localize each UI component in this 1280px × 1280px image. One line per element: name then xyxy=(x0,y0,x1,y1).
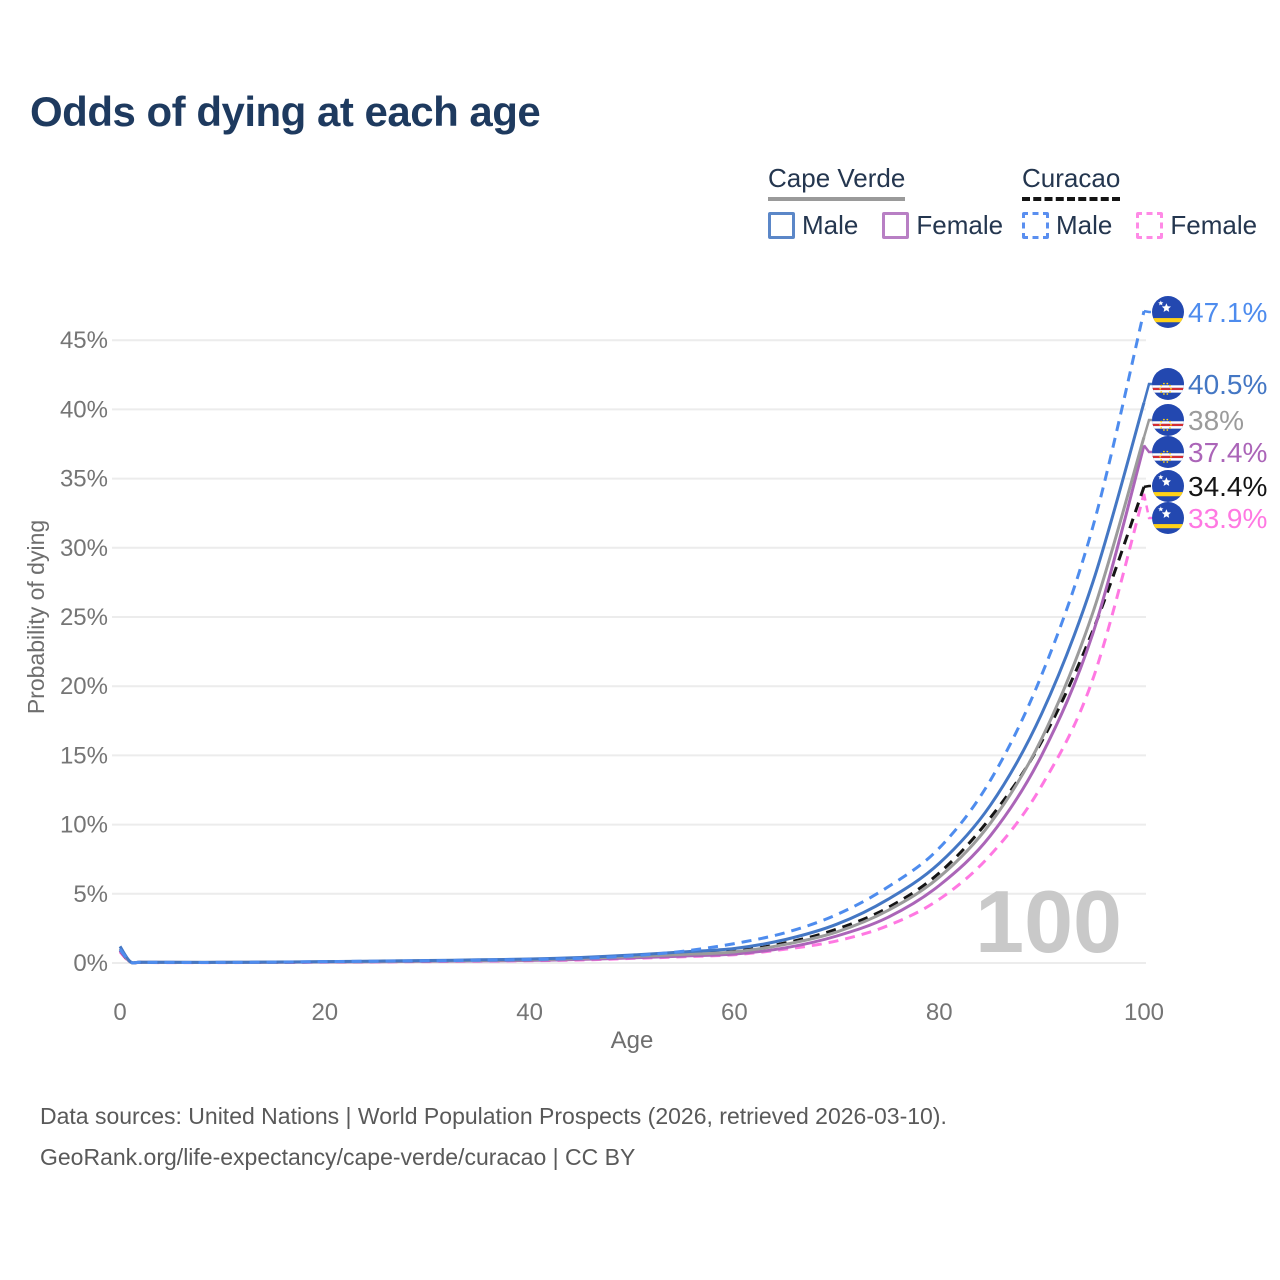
curacao-flag-icon xyxy=(1152,296,1184,328)
y-axis-title: Probability of dying xyxy=(23,520,49,714)
legend-group-curacao: Curacao Male Female xyxy=(1022,163,1280,241)
legend-swatch-cape-verde-female[interactable] xyxy=(882,212,910,239)
y-tick-label: 15% xyxy=(60,742,108,769)
source-line-1: Data sources: United Nations | World Pop… xyxy=(40,1103,947,1129)
y-tick-label: 10% xyxy=(60,812,108,839)
x-tick-label: 0 xyxy=(113,999,126,1026)
label-connector-curacao-both xyxy=(1143,484,1152,489)
y-tick-label: 0% xyxy=(73,950,108,977)
label-connector-cape-verde-female xyxy=(1143,444,1152,454)
x-tick-label: 60 xyxy=(721,999,748,1026)
cape-verde-flag-icon xyxy=(1152,404,1184,436)
y-tick-label: 5% xyxy=(73,881,108,908)
y-tick-label: 35% xyxy=(60,466,108,493)
end-value-label-curacao-both: 34.4% xyxy=(1188,471,1267,502)
legend-title-curacao: Curacao xyxy=(1022,163,1121,201)
y-tick-label: 40% xyxy=(60,396,108,423)
legend-label-curacao-male: Male xyxy=(1056,210,1113,240)
y-tick-label: 25% xyxy=(60,604,108,631)
end-value-label-cape-verde-female: 37.4% xyxy=(1188,437,1267,468)
label-connector-cape-verde-both xyxy=(1142,418,1152,438)
legend-swatch-cape-verde-male[interactable] xyxy=(768,212,795,239)
end-value-label-curacao-female: 33.9% xyxy=(1188,503,1267,534)
data-sources-note: Data sources: United Nations | World Pop… xyxy=(40,1096,947,1178)
legend-label-cape-verde-female: Female xyxy=(916,210,1004,240)
curacao-flag-icon xyxy=(1152,502,1184,534)
legend-item-curacao-male[interactable]: Male xyxy=(1022,210,1112,241)
end-value-label-curacao-male: 47.1% xyxy=(1188,297,1267,328)
label-connector-curacao-male xyxy=(1143,309,1152,314)
curacao-flag-icon xyxy=(1152,470,1184,502)
age-counter-watermark: 100 xyxy=(975,872,1122,971)
x-axis-title: Age xyxy=(611,1027,654,1054)
y-tick-label: 20% xyxy=(60,673,108,700)
x-tick-label: 40 xyxy=(516,999,543,1026)
series-line-curacao-male xyxy=(118,310,1146,965)
legend-swatch-curacao-female[interactable] xyxy=(1136,212,1164,239)
end-value-label-cape-verde-male: 40.5% xyxy=(1188,369,1267,400)
legend-swatch-curacao-male[interactable] xyxy=(1022,212,1049,239)
label-connector-curacao-female xyxy=(1142,493,1152,520)
legend-item-cape-verde-male[interactable]: Male xyxy=(768,210,858,241)
cape-verde-flag-icon xyxy=(1152,436,1184,468)
cape-verde-flag-icon xyxy=(1152,368,1184,400)
x-tick-label: 80 xyxy=(926,999,953,1026)
legend-label-curacao-female: Female xyxy=(1170,210,1258,240)
legend-item-curacao-female[interactable]: Female xyxy=(1136,210,1257,241)
legend-title-cape-verde: Cape Verde xyxy=(768,163,906,201)
source-line-2: GeoRank.org/life-expectancy/cape-verde/c… xyxy=(40,1144,636,1170)
legend-label-cape-verde-male: Male xyxy=(802,210,859,240)
y-tick-label: 45% xyxy=(60,327,108,354)
page-title: Odds of dying at each age xyxy=(30,88,541,135)
x-tick-label: 20 xyxy=(311,999,338,1026)
legend-group-cape-verde: Cape Verde Male Female xyxy=(768,163,1027,241)
end-value-label-cape-verde-both: 38% xyxy=(1188,405,1244,436)
label-connector-cape-verde-male xyxy=(1142,382,1152,403)
x-tick-label: 100 xyxy=(1124,999,1164,1026)
legend-item-cape-verde-female[interactable]: Female xyxy=(882,210,1003,241)
y-tick-label: 30% xyxy=(60,535,108,562)
